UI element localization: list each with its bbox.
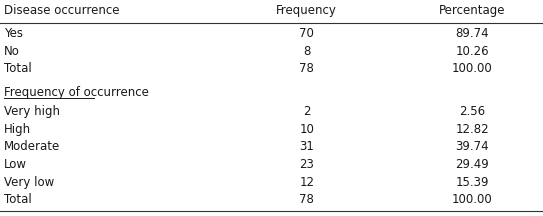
Text: 78: 78 — [299, 193, 314, 206]
Text: 29.49: 29.49 — [456, 158, 489, 171]
Text: Low: Low — [4, 158, 27, 171]
Text: 23: 23 — [299, 158, 314, 171]
Text: 12: 12 — [299, 176, 314, 189]
Text: 78: 78 — [299, 62, 314, 75]
Text: Percentage: Percentage — [439, 4, 506, 17]
Text: 10.26: 10.26 — [456, 45, 489, 58]
Text: 12.82: 12.82 — [456, 122, 489, 136]
Text: 2: 2 — [303, 105, 311, 118]
Text: 2.56: 2.56 — [459, 105, 485, 118]
Text: High: High — [4, 122, 31, 136]
Text: 15.39: 15.39 — [456, 176, 489, 189]
Text: 100.00: 100.00 — [452, 62, 493, 75]
Text: No: No — [4, 45, 20, 58]
Text: 31: 31 — [299, 140, 314, 153]
Text: 100.00: 100.00 — [452, 193, 493, 206]
Text: 89.74: 89.74 — [456, 27, 489, 40]
Text: 10: 10 — [299, 122, 314, 136]
Text: Moderate: Moderate — [4, 140, 61, 153]
Text: 70: 70 — [299, 27, 314, 40]
Text: Frequency of occurrence: Frequency of occurrence — [4, 86, 149, 98]
Text: Total: Total — [4, 62, 32, 75]
Text: Frequency: Frequency — [276, 4, 337, 17]
Text: 8: 8 — [303, 45, 311, 58]
Text: Disease occurrence: Disease occurrence — [4, 4, 120, 17]
Text: 39.74: 39.74 — [456, 140, 489, 153]
Text: Total: Total — [4, 193, 32, 206]
Text: Yes: Yes — [4, 27, 23, 40]
Text: Very low: Very low — [4, 176, 55, 189]
Text: Very high: Very high — [4, 105, 60, 118]
